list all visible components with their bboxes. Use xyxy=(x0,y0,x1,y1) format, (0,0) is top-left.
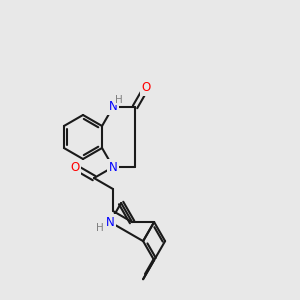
Text: N: N xyxy=(109,100,117,113)
Text: N: N xyxy=(109,160,117,174)
Text: H: H xyxy=(96,223,104,233)
Text: H: H xyxy=(115,95,123,105)
Text: O: O xyxy=(70,160,80,174)
Text: N: N xyxy=(106,216,115,229)
Text: O: O xyxy=(141,81,151,94)
